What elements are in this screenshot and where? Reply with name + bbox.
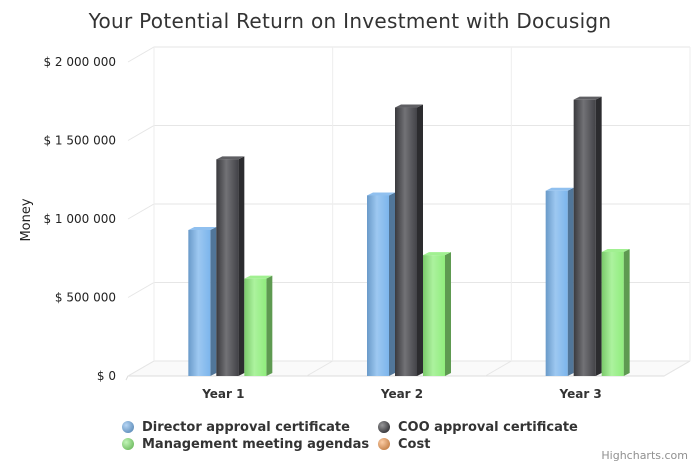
bars: Director approval certificate — Year 1: …: [188, 96, 630, 377]
y-tick-label: $ 500 000: [55, 291, 116, 305]
legend: Director approval certificate COO approva…: [122, 420, 578, 452]
bar[interactable]: Management meeting agendas — Year 3: 790…: [601, 248, 630, 376]
legend-marker: [122, 421, 134, 433]
legend-marker: [378, 421, 390, 433]
legend-item[interactable]: Management meeting agendas: [122, 437, 369, 452]
bar[interactable]: Director approval certificate — Year 2: …: [367, 192, 395, 376]
bar[interactable]: Director approval certificate — Year 3: …: [545, 187, 574, 376]
gridline: [127, 46, 690, 63]
x-tick-label: Year 1: [201, 387, 244, 401]
legend-item[interactable]: COO approval certificate: [378, 420, 578, 435]
x-tick-label: Year 2: [380, 387, 423, 401]
bar[interactable]: COO approval certificate — Year 1: 13800…: [216, 156, 245, 376]
legend-marker: [122, 438, 134, 450]
y-tick-label: $ 1 000 000: [43, 212, 116, 226]
chart-title: Your Potential Return on Investment with…: [88, 9, 612, 33]
bar[interactable]: Management meeting agendas — Year 1: 620…: [244, 275, 273, 376]
bar[interactable]: COO approval certificate — Year 2: 17100…: [395, 104, 423, 376]
legend-label: Cost: [398, 437, 430, 452]
y-tick-label: $ 2 000 000: [43, 55, 116, 69]
credits-link[interactable]: Highcharts.com: [601, 449, 688, 462]
grid-lines: [127, 46, 691, 377]
legend-item[interactable]: Director approval certificate: [122, 420, 350, 435]
legend-marker: [378, 438, 390, 450]
x-axis-categories: Year 1 Year 2 Year 3: [201, 387, 602, 401]
y-tick-label: $ 0: [97, 369, 116, 383]
legend-label: Management meeting agendas: [142, 437, 369, 452]
y-axis-title: Money: [19, 198, 34, 241]
legend-label: COO approval certificate: [398, 420, 578, 435]
floor-tick: [663, 360, 691, 377]
y-tick-label: $ 1 500 000: [43, 134, 116, 148]
legend-item[interactable]: Cost: [378, 437, 430, 452]
bar[interactable]: Director approval certificate — Year 1: …: [188, 226, 217, 376]
floor-tick: [485, 360, 512, 377]
bar[interactable]: Management meeting agendas — Year 2: 770…: [423, 252, 451, 376]
bar[interactable]: COO approval certificate — Year 3: 17600…: [573, 96, 602, 377]
x-tick-label: Year 3: [559, 387, 602, 401]
legend-label: Director approval certificate: [142, 420, 350, 435]
floor-tick: [306, 360, 333, 377]
y-axis-ticks: $ 0 $ 500 000 $ 1 000 000 $ 1 500 000 $ 2 00…: [43, 55, 116, 383]
